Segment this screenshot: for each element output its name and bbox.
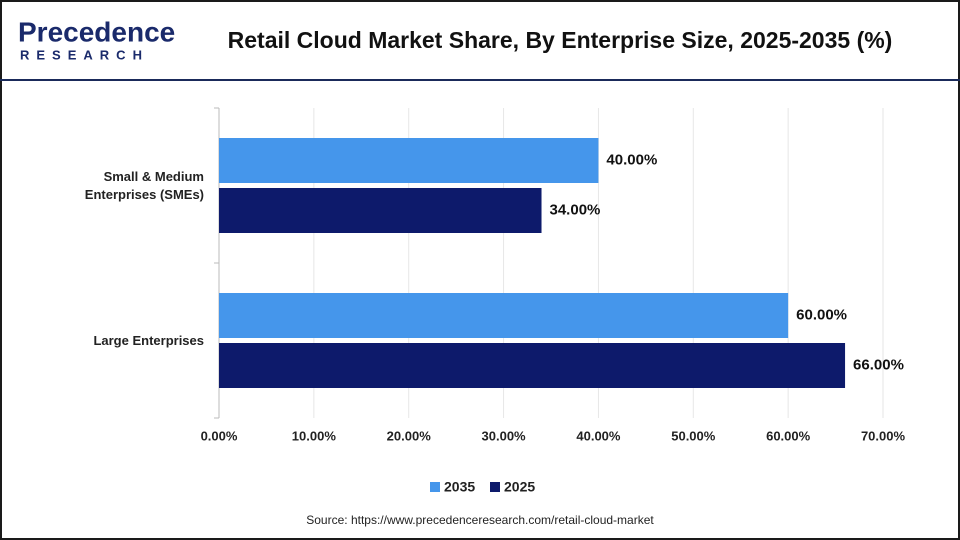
bar: [219, 343, 846, 388]
legend-swatch: [430, 482, 440, 492]
brand-sub: RESEARCH: [20, 47, 149, 62]
x-tick-label: 40.00%: [576, 428, 621, 443]
x-tick-label: 30.00%: [482, 428, 527, 443]
legend-label: 2035: [444, 479, 475, 495]
value-label: 34.00%: [550, 201, 601, 218]
value-label: 66.00%: [853, 356, 904, 373]
x-tick-label: 20.00%: [387, 428, 432, 443]
x-tick-label: 10.00%: [292, 428, 337, 443]
x-tick-label: 70.00%: [861, 428, 906, 443]
value-label: 40.00%: [606, 151, 657, 168]
x-tick-label: 0.00%: [201, 428, 238, 443]
legend-swatch: [490, 482, 500, 492]
x-tick-label: 60.00%: [766, 428, 811, 443]
y-tick-label: Large Enterprises: [93, 332, 204, 348]
bar: [219, 138, 599, 183]
chart-title: Retail Cloud Market Share, By Enterprise…: [228, 27, 893, 53]
source: Source: https://www.precedenceresearch.c…: [306, 513, 654, 527]
value-label: 60.00%: [796, 306, 847, 323]
x-tick-label: 50.00%: [671, 428, 716, 443]
bar: [219, 293, 789, 338]
legend-label: 2025: [504, 479, 535, 495]
brand: Precedence: [18, 16, 175, 47]
bar: [219, 188, 542, 233]
y-tick-label: Small & Medium Enterprises (SMEs): [84, 168, 204, 202]
